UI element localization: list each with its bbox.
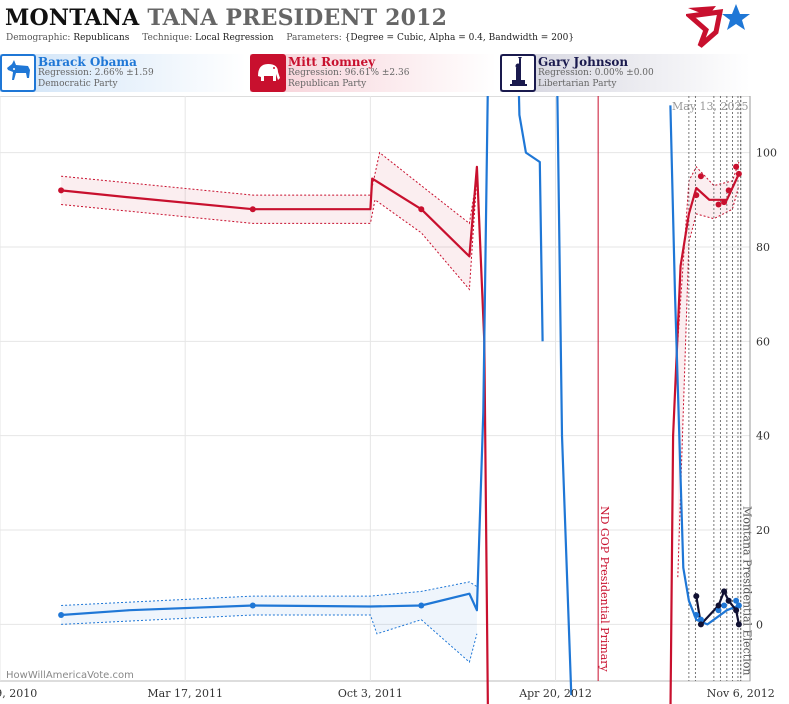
candidate-regression: Regression: 96.61% ±2.36 bbox=[288, 68, 410, 78]
band-lower-line bbox=[61, 176, 478, 291]
series-trend-line bbox=[556, 96, 573, 696]
poll-points bbox=[58, 163, 742, 628]
data-point bbox=[697, 173, 704, 180]
data-point bbox=[735, 170, 742, 177]
x-tick-label: Oct 3, 2011 bbox=[338, 687, 403, 700]
statue-of-liberty-icon bbox=[500, 54, 536, 92]
data-point bbox=[418, 602, 425, 609]
parameters-label: Parameters: bbox=[286, 33, 342, 43]
x-tick-label: Apr 20, 2012 bbox=[518, 687, 592, 700]
donkey-icon bbox=[0, 54, 36, 92]
technique-label: Technique: bbox=[142, 33, 193, 43]
event-label: ND GOP Presidential Primary bbox=[598, 506, 611, 673]
data-point bbox=[721, 199, 728, 206]
demographic-label: Demographic: bbox=[6, 33, 71, 43]
data-point bbox=[58, 187, 65, 194]
data-point bbox=[715, 607, 722, 614]
data-point bbox=[715, 602, 722, 609]
data-point bbox=[735, 621, 742, 628]
series-trend-line bbox=[61, 96, 489, 617]
band-upper-line bbox=[61, 151, 478, 225]
candidate-party: Republican Party bbox=[288, 79, 367, 89]
data-point bbox=[733, 597, 740, 604]
candidate-name: Barack Obama bbox=[38, 55, 137, 69]
y-tick-label: 60 bbox=[756, 335, 770, 348]
data-point bbox=[725, 597, 732, 604]
data-point bbox=[721, 602, 728, 609]
y-tick-label: 20 bbox=[756, 524, 770, 537]
confidence-bands bbox=[61, 151, 740, 664]
x-tick-label: Mar 17, 2011 bbox=[147, 687, 223, 700]
elephant-icon bbox=[250, 54, 286, 92]
band-lower-line bbox=[61, 614, 478, 664]
y-tick-label: 100 bbox=[756, 147, 777, 160]
event-label: Montana Presidential Election bbox=[741, 506, 754, 675]
data-point bbox=[733, 163, 740, 170]
series-trend-line bbox=[669, 105, 740, 626]
confidence-band bbox=[677, 162, 739, 578]
legend-item-johnson[interactable]: Gary Johnson Regression: 0.00% ±0.00 Lib… bbox=[500, 54, 750, 92]
data-point bbox=[697, 616, 704, 623]
legend-item-romney[interactable]: Mitt Romney Regression: 96.61% ±2.36 Rep… bbox=[250, 54, 496, 92]
band-lower-line bbox=[677, 185, 740, 578]
y-tick-label: 80 bbox=[756, 241, 770, 254]
data-point bbox=[249, 602, 256, 609]
candidate-name: Gary Johnson bbox=[538, 55, 629, 69]
candidate-party: Democratic Party bbox=[38, 79, 118, 89]
confidence-band bbox=[61, 581, 477, 663]
data-point bbox=[58, 611, 65, 618]
legend-item-obama[interactable]: Barack Obama Regression: 2.66% ±1.59 Dem… bbox=[0, 54, 246, 92]
data-point bbox=[693, 611, 700, 618]
data-point bbox=[725, 187, 732, 194]
technique-value[interactable]: Local Regression bbox=[195, 33, 274, 43]
data-point bbox=[697, 621, 704, 628]
data-point bbox=[249, 206, 256, 213]
y-tick-label: 0 bbox=[756, 618, 763, 631]
regression-chart: ND GOP Presidential Primary Montana Presi… bbox=[0, 96, 777, 704]
title-race: TANA PRESIDENT 2012 bbox=[147, 5, 448, 31]
x-tick-label: Nov 6, 2012 bbox=[707, 687, 775, 700]
axes: 0 20 40 60 80 100 Aug 29, 2010 Mar 17, 2011 Oct … bbox=[0, 96, 777, 700]
parameters-line: Demographic: Republicans Technique: Loca… bbox=[6, 33, 574, 43]
candidate-legend: Barack Obama Regression: 2.66% ±1.59 Dem… bbox=[0, 54, 750, 94]
parameters-value[interactable]: {Degree = Cubic, Alpha = 0.4, Bandwidth … bbox=[344, 33, 575, 43]
candidate-regression: Regression: 2.66% ±1.59 bbox=[38, 68, 154, 78]
page-title: MONTANA TANA PRESIDENT 2012 bbox=[5, 5, 447, 31]
watermark: HowWillAmericaVote.com bbox=[6, 670, 134, 681]
x-tick-label: Aug 29, 2010 bbox=[0, 687, 37, 700]
candidate-party: Libertarian Party bbox=[538, 79, 617, 89]
date-stamp: May 13, 2025 bbox=[672, 100, 749, 113]
confidence-band bbox=[61, 152, 477, 290]
data-point bbox=[418, 206, 425, 213]
data-point bbox=[721, 588, 728, 595]
data-point bbox=[735, 602, 742, 609]
site-logo[interactable] bbox=[686, 2, 750, 48]
demographic-value[interactable]: Republicans bbox=[73, 33, 130, 43]
y-tick-label: 40 bbox=[756, 430, 770, 443]
title-state: MONTANA bbox=[5, 5, 140, 31]
data-point bbox=[733, 607, 740, 614]
data-point bbox=[693, 192, 700, 199]
candidate-regression: Regression: 0.00% ±0.00 bbox=[538, 68, 654, 78]
series-trend-line bbox=[517, 96, 544, 342]
series-trend-line bbox=[60, 165, 489, 704]
page-header: MONTANA TANA PRESIDENT 2012 Demographic:… bbox=[0, 0, 789, 50]
data-point bbox=[715, 201, 722, 208]
candidate-name: Mitt Romney bbox=[288, 55, 376, 69]
data-point bbox=[693, 593, 700, 600]
band-upper-line bbox=[677, 161, 740, 342]
